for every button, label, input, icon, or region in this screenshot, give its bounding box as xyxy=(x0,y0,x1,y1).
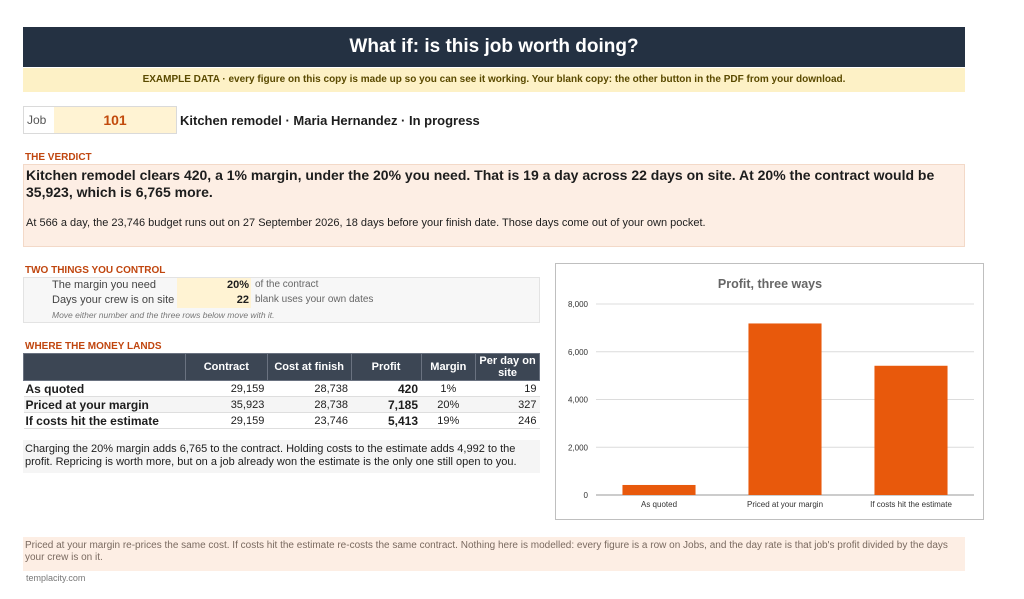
cost-cell: 28,738 xyxy=(267,380,352,397)
contract-cell: 29,159 xyxy=(185,412,268,429)
column-header: Per day on site xyxy=(475,353,540,381)
money-note: Charging the 20% margin adds 6,765 to th… xyxy=(23,440,540,473)
column-header: Margin xyxy=(420,353,477,381)
footer-note: Priced at your margin re-prices the same… xyxy=(23,537,965,571)
job-selector: Job 101 xyxy=(23,106,177,134)
per-day-cell: 327 xyxy=(475,396,540,413)
contract-cell: 29,159 xyxy=(185,380,268,397)
days-unit: blank uses your own dates xyxy=(255,294,374,305)
y-tick-label: 0 xyxy=(584,491,589,500)
profit-chart: Profit, three ways 0 2,000 4,000 6,000 8,000 A… xyxy=(568,277,974,509)
column-header: Cost at finish xyxy=(266,353,352,381)
money-table: Contract Cost at finish Profit Margin Pe… xyxy=(23,353,540,429)
table-row: If costs hit the estimate 29,159 23,746 … xyxy=(23,412,540,429)
profit-cell: 420 xyxy=(351,380,422,397)
margin-unit: of the contract xyxy=(255,279,319,290)
controls-panel: The margin you need 20% of the contract … xyxy=(23,277,540,323)
column-header: Contract xyxy=(184,353,268,381)
contract-cell: 35,923 xyxy=(185,396,268,413)
cost-cell: 28,738 xyxy=(267,396,352,413)
x-tick-label: Priced at your margin xyxy=(747,500,823,509)
margin-label: The margin you need xyxy=(52,279,156,291)
days-control-row: Days your crew is on site 22 blank uses … xyxy=(24,293,539,308)
table-row: Priced at your margin 35,923 28,738 7,18… xyxy=(23,396,540,413)
column-header xyxy=(23,353,186,381)
y-tick-label: 2,000 xyxy=(568,443,589,452)
y-tick-label: 8,000 xyxy=(568,300,589,309)
controls-heading: TWO THINGS YOU CONTROL xyxy=(25,265,166,276)
per-day-cell: 246 xyxy=(475,412,540,429)
verdict-main-text: Kitchen remodel clears 420, a 1% margin,… xyxy=(26,167,935,200)
margin-input[interactable]: 20% xyxy=(177,278,251,293)
bar xyxy=(748,323,822,495)
profit-cell: 7,185 xyxy=(351,396,422,413)
job-label: Job xyxy=(27,113,47,127)
margin-cell: 1% xyxy=(421,380,476,397)
margin-control-row: The margin you need 20% of the contract xyxy=(24,278,539,293)
job-number-input[interactable]: 101 xyxy=(54,107,176,133)
days-input[interactable]: 22 xyxy=(177,293,251,308)
verdict-heading: THE VERDICT xyxy=(25,152,92,163)
page-title: What if: is this job worth doing? xyxy=(23,27,965,67)
row-label: As quoted xyxy=(23,380,186,397)
verdict-sub-text: At 566 a day, the 23,746 budget runs out… xyxy=(26,217,706,229)
margin-cell: 19% xyxy=(421,412,476,429)
job-description: Kitchen remodel · Maria Hernandez · In p… xyxy=(180,113,480,128)
y-tick-label: 6,000 xyxy=(568,348,589,357)
controls-note: Move either number and the three rows be… xyxy=(52,310,275,320)
row-label: Priced at your margin xyxy=(23,396,186,413)
table-row: As quoted 29,159 28,738 420 1% 19 xyxy=(23,380,540,397)
days-label: Days your crew is on site xyxy=(52,294,175,306)
x-tick-label: As quoted xyxy=(641,500,677,509)
cost-cell: 23,746 xyxy=(267,412,352,429)
profit-chart-panel: Profit, three ways 0 2,000 4,000 6,000 8,000 A… xyxy=(555,263,984,520)
column-header: Profit xyxy=(350,353,422,381)
site-credit: templacity.com xyxy=(26,573,86,583)
money-heading: WHERE THE MONEY LANDS xyxy=(25,341,162,352)
bar xyxy=(874,365,948,495)
x-tick-label: If costs hit the estimate xyxy=(870,500,952,509)
per-day-cell: 19 xyxy=(475,380,540,397)
bar xyxy=(622,484,696,495)
y-tick-label: 4,000 xyxy=(568,396,589,405)
verdict-box: Kitchen remodel clears 420, a 1% margin,… xyxy=(23,164,965,247)
row-label: If costs hit the estimate xyxy=(23,412,186,429)
margin-cell: 20% xyxy=(421,396,476,413)
profit-cell: 5,413 xyxy=(351,412,422,429)
example-data-banner: EXAMPLE DATA · every figure on this copy… xyxy=(23,68,965,92)
table-header-row: Contract Cost at finish Profit Margin Pe… xyxy=(23,353,540,381)
chart-title: Profit, three ways xyxy=(718,277,822,291)
